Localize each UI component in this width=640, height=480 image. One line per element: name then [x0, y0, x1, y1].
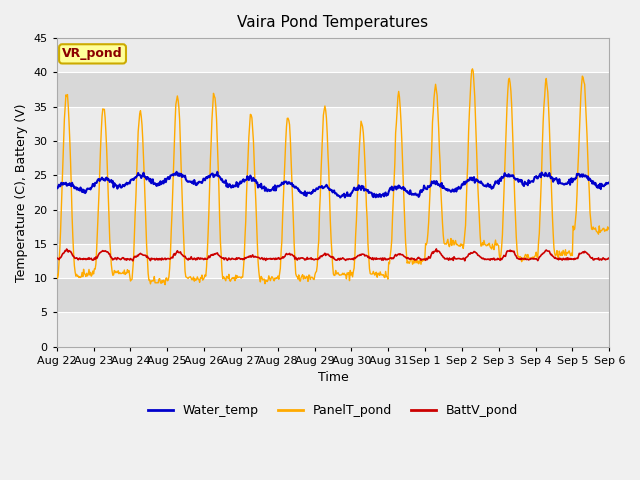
X-axis label: Time: Time	[317, 372, 348, 384]
Bar	[57, 107, 609, 141]
Bar	[57, 312, 609, 347]
Bar	[57, 278, 609, 312]
Y-axis label: Temperature (C), Battery (V): Temperature (C), Battery (V)	[15, 103, 28, 282]
Bar	[57, 72, 609, 107]
Text: VR_pond: VR_pond	[62, 48, 123, 60]
Legend: Water_temp, PanelT_pond, BattV_pond: Water_temp, PanelT_pond, BattV_pond	[143, 399, 523, 422]
Bar	[57, 38, 609, 72]
Bar	[57, 175, 609, 210]
Title: Vaira Pond Temperatures: Vaira Pond Temperatures	[237, 15, 429, 30]
Bar	[57, 244, 609, 278]
Bar	[57, 141, 609, 175]
Bar	[57, 210, 609, 244]
